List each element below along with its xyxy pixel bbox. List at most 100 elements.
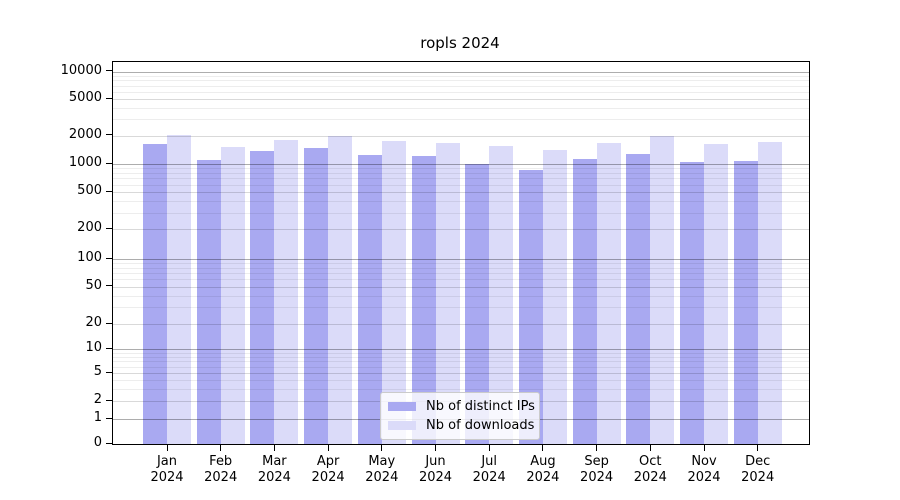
y-tick-label: 500 — [77, 183, 102, 198]
bar-aug-downloads — [542, 150, 567, 444]
x-tick-mark — [649, 445, 651, 451]
minor-gridline — [113, 279, 809, 281]
minor-gridline — [113, 168, 809, 170]
y-tick-label: 10 — [85, 340, 102, 355]
bar-sep-downloads — [596, 143, 621, 444]
x-tick-month: Jan — [156, 454, 178, 469]
x-tick-mark — [488, 445, 490, 451]
x-tick-month: Dec — [745, 454, 771, 469]
major-gridline — [113, 259, 809, 260]
x-tick-year: 2024 — [204, 470, 238, 485]
y-tick-mark — [106, 257, 112, 259]
x-tick-mark — [273, 445, 275, 451]
bar-dec-distinct-ips — [733, 161, 758, 444]
y-tick-label: 0 — [93, 435, 102, 450]
x-tick-year: 2024 — [580, 470, 614, 485]
y-tick-label: 100 — [77, 250, 102, 265]
major-gridline — [113, 164, 809, 165]
x-tick-month: May — [368, 454, 396, 469]
minor-gridline — [113, 263, 809, 265]
x-tick-month: Aug — [530, 454, 556, 469]
x-tick-year: 2024 — [633, 470, 667, 485]
minor-gridline — [113, 388, 809, 390]
bar-sep-distinct-ips — [572, 158, 597, 444]
gridline — [113, 286, 809, 288]
bar-oct-distinct-ips — [626, 153, 651, 444]
x-tick-year: 2024 — [311, 470, 345, 485]
gridline — [113, 99, 809, 100]
minor-gridline — [113, 212, 809, 214]
x-tick-year: 2024 — [418, 470, 453, 485]
y-tick-label: 1000 — [68, 155, 102, 170]
minor-gridline — [113, 379, 809, 381]
x-tick-month: Sep — [584, 454, 609, 469]
y-tick-mark — [106, 227, 112, 229]
minor-gridline — [113, 295, 809, 297]
x-tick-mark — [596, 445, 598, 451]
legend-item-distinct-ips: Nb of distinct IPs — [388, 397, 535, 416]
x-tick-mark — [757, 445, 759, 451]
x-tick-month: Apr — [316, 454, 340, 469]
x-tick-mark — [220, 445, 222, 451]
x-tick-year: 2024 — [472, 470, 506, 485]
y-tick-mark — [106, 134, 112, 135]
legend-swatch-downloads — [388, 421, 416, 430]
x-tick-mark — [542, 445, 544, 451]
x-tick-label: Oct 2024 — [619, 454, 681, 486]
x-tick-label: Apr 2024 — [297, 454, 359, 486]
y-tick-mark — [106, 322, 112, 324]
gridline — [113, 373, 809, 374]
x-tick-year: 2024 — [150, 470, 184, 485]
bar-mar-downloads — [274, 140, 299, 444]
x-tick-label: Dec 2024 — [727, 454, 789, 486]
minor-gridline — [113, 201, 809, 202]
x-tick-month: Nov — [691, 454, 717, 469]
y-tick-mark — [106, 97, 112, 99]
y-tick-label: 2 — [93, 392, 102, 408]
x-tick-mark — [381, 445, 383, 451]
y-tick-label: 50 — [85, 277, 102, 293]
x-tick-month: Mar — [262, 454, 287, 469]
minor-gridline — [113, 80, 809, 82]
major-gridline — [113, 71, 809, 73]
minor-gridline — [113, 178, 809, 180]
legend-label-distinct-ips: Nb of distinct IPs — [426, 399, 535, 414]
y-tick-mark — [106, 442, 112, 444]
x-tick-label: Feb 2024 — [190, 454, 252, 486]
x-tick-year: 2024 — [741, 470, 775, 485]
legend-label-downloads: Nb of downloads — [426, 418, 535, 433]
major-gridline — [113, 349, 809, 350]
bar-jan-distinct-ips — [143, 144, 167, 444]
minor-gridline — [113, 352, 809, 354]
x-tick-month: Feb — [209, 454, 233, 469]
x-tick-year: 2024 — [687, 470, 721, 485]
x-tick-month: Jun — [425, 454, 446, 469]
y-tick-label: 20 — [85, 315, 102, 330]
y-tick-mark — [106, 417, 112, 419]
y-tick-label: 5000 — [68, 90, 102, 105]
x-tick-label: Nov 2024 — [673, 454, 735, 486]
x-tick-mark — [166, 445, 168, 451]
y-tick-label: 5 — [93, 364, 102, 379]
bar-oct-downloads — [650, 135, 675, 444]
minor-gridline — [113, 356, 809, 358]
minor-gridline — [113, 184, 809, 186]
bar-apr-distinct-ips — [304, 147, 329, 444]
bar-feb-downloads — [220, 146, 245, 444]
y-tick-label: 2000 — [68, 126, 102, 142]
minor-gridline — [113, 85, 809, 87]
minor-gridline — [113, 366, 809, 368]
x-tick-month: Oct — [639, 454, 662, 469]
bar-may-distinct-ips — [357, 155, 382, 444]
y-tick-label: 1 — [93, 410, 102, 425]
bar-dec-downloads — [757, 141, 782, 444]
x-tick-mark — [703, 445, 705, 451]
y-tick-mark — [106, 285, 112, 286]
bar-feb-distinct-ips — [196, 160, 221, 444]
minor-gridline — [113, 273, 809, 275]
x-tick-year: 2024 — [526, 470, 560, 485]
y-tick-mark — [106, 371, 112, 373]
minor-gridline — [113, 173, 809, 174]
chart-title: ropls 2024 — [420, 34, 500, 52]
